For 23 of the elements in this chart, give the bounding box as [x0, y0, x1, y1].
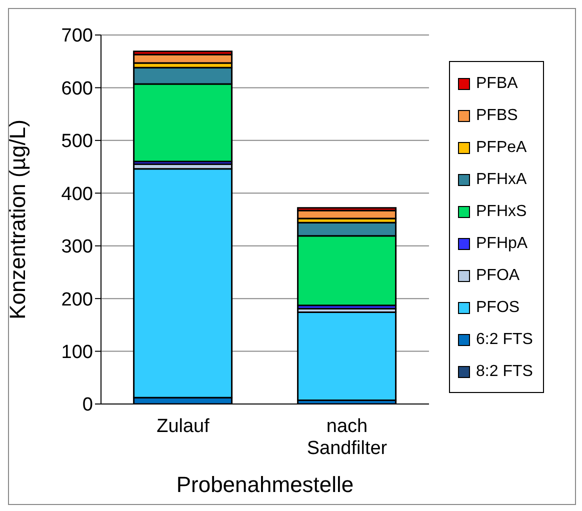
- legend-label: PFHxS: [476, 203, 527, 221]
- legend-label: PFBS: [476, 107, 518, 125]
- legend-label: 8:2 FTS: [476, 363, 533, 381]
- legend-label: 6:2 FTS: [476, 331, 533, 349]
- legend-label: PFPeA: [476, 139, 527, 157]
- y-tick-label: 100: [61, 342, 93, 364]
- legend-label: PFOS: [476, 299, 520, 317]
- y-tick-label: 300: [61, 236, 93, 258]
- y-tick-label: 500: [61, 131, 93, 152]
- y-tick-label: 0: [82, 394, 93, 416]
- y-tick-label: 200: [61, 289, 93, 310]
- y-tick-label: 600: [61, 78, 93, 100]
- legend-label: PFBA: [476, 75, 518, 93]
- x-tick-label: nach Sandfilter: [306, 416, 388, 459]
- bar: [297, 312, 397, 402]
- x-tick-label: Zulauf: [156, 416, 210, 437]
- legend-label: PFOA: [476, 267, 520, 285]
- legend-label: PFHxA: [476, 171, 527, 189]
- y-tick-label: 400: [61, 184, 93, 205]
- y-axis-title: Konzentration (µg/L): [4, 120, 30, 320]
- x-axis-title: Probenahmestelle: [176, 472, 354, 497]
- y-tick-label: 700: [61, 26, 93, 47]
- legend-label: PFHpA: [476, 235, 528, 253]
